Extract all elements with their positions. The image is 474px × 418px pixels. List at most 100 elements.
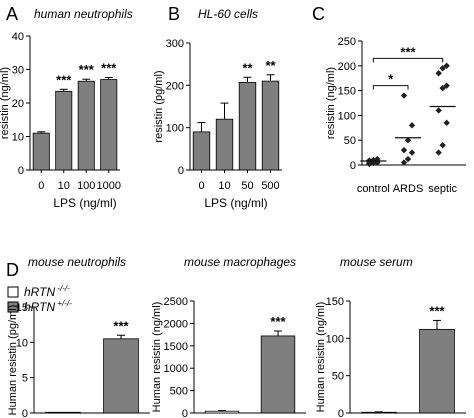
panel-B-bars: 0 10 ** 50 ** 500 [190,58,282,192]
y-tick-label: 50 [344,135,356,147]
bar [215,118,234,171]
panel-label-d: D [6,260,19,280]
panel-label-b: B [168,4,180,24]
y-tick-label: 10 [12,132,24,144]
data-point [400,159,408,166]
legend: hRTN -/-/- hRTN +/-/- [7,284,72,314]
x-tick-label: 50 [241,180,253,192]
significance-label: *** [79,62,95,77]
legend-swatch-knockout [7,286,19,298]
y-tick-label: 15 [16,302,28,314]
panel-b-xlabel: LPS (ng/ml) [204,196,267,210]
y-tick-label: 200 [338,61,356,73]
panel-D3-bars: *** [350,303,466,414]
x-tick-label: 0 [198,180,204,192]
significance-bracket [372,85,409,90]
x-tick-label: 0 [38,180,44,192]
legend-label-knockout: hRTN -/-/- [24,284,70,299]
y-tick-label: 2500 [164,296,188,308]
y-tick-label: 0 [178,165,184,177]
y-tick-label: 150 [326,296,344,308]
x-tick-label: 100 [77,180,95,192]
x-tick-label: septic [428,183,457,195]
y-tick-label: 1000 [164,363,188,375]
bar [55,90,73,171]
x-tick-label: 1000 [97,180,121,192]
data-point [400,92,408,99]
legend-knockout-base: hRTN [24,285,55,299]
data-point [400,146,408,154]
legend-swatch-transgenic [7,301,19,313]
panel-b-title: HL-60 cells [198,7,258,21]
y-tick-label: 0 [350,160,356,172]
y-tick-label: 20 [12,98,24,110]
y-tick-label: 40 [12,31,24,43]
significance-label: *** [113,318,129,333]
data-point [408,149,416,156]
significance-label: *** [270,314,286,329]
x-tick-label: ARDS [393,183,424,195]
legend-transgenic-sup: +/-/- [55,299,72,308]
y-tick-label: 100 [338,110,356,122]
x-tick-label: 10 [218,180,230,192]
y-tick-label: 30 [12,65,24,77]
data-point [443,62,450,69]
y-tick-label: 2000 [164,318,188,330]
significance-label: *** [429,303,445,318]
y-tick-label: 0 [22,408,28,418]
data-point [404,155,412,163]
significance-label: ** [265,58,276,73]
bar [419,328,455,414]
panel-D2-bars: *** [194,314,306,414]
panel-A-y-axis: 0 10 20 30 40 resistin (ng/ml) [0,31,31,177]
bar [238,81,257,171]
panel-label-a: A [6,4,18,24]
significance-label: * [388,72,394,87]
y-tick-label: 100 [166,123,184,135]
y-tick-label: 300 [166,38,184,50]
data-point [443,119,450,127]
y-tick-label: 0 [182,408,188,418]
panel-D1-bars: *** [34,318,150,414]
y-tick-label: 500 [170,386,188,398]
y-tick-label: 50 [332,371,344,383]
data-point [435,107,442,114]
significance-label: *** [101,61,117,76]
data-point [366,160,373,168]
x-tick-label: 10 [58,180,70,192]
y-tick-label: 200 [166,80,184,92]
bar [45,411,81,414]
panel-label-c: C [312,4,325,24]
y-axis-label: resistin (ng/ml) [0,67,11,139]
panel-B-y-axis: 0 100 200 300 resistin (pg/ml) [153,38,191,177]
y-tick-label: 100 [326,333,344,345]
significance-label: *** [400,44,416,59]
bar [261,80,280,171]
y-tick-label: 0 [18,165,24,177]
data-point [435,70,442,77]
data-point [408,122,416,129]
data-point [443,82,450,89]
panel-a-xlabel: LPS (ng/ml) [53,196,116,210]
y-tick-label: 1500 [164,341,188,353]
y-axis-label: Human resistin (ng/ml) [315,302,327,413]
significance-bracket [372,57,444,63]
panel-d2-title: mouse macrophages [184,255,296,269]
x-tick-label: control [357,183,390,195]
significance-label: ** [242,60,253,75]
y-tick-label: 150 [338,86,356,98]
panel-a-title: human neutrophils [34,7,133,21]
y-tick-label: 250 [338,36,356,48]
data-point [439,84,446,92]
legend-knockout-sup: -/-/- [55,284,70,293]
panel-C-y-axis: 0 50 100 150 200 250 resistin (ng/ml) [325,36,363,172]
bar [32,132,50,171]
bar [77,80,95,171]
data-point [435,149,442,156]
data-point [439,65,446,72]
bar [192,131,211,171]
